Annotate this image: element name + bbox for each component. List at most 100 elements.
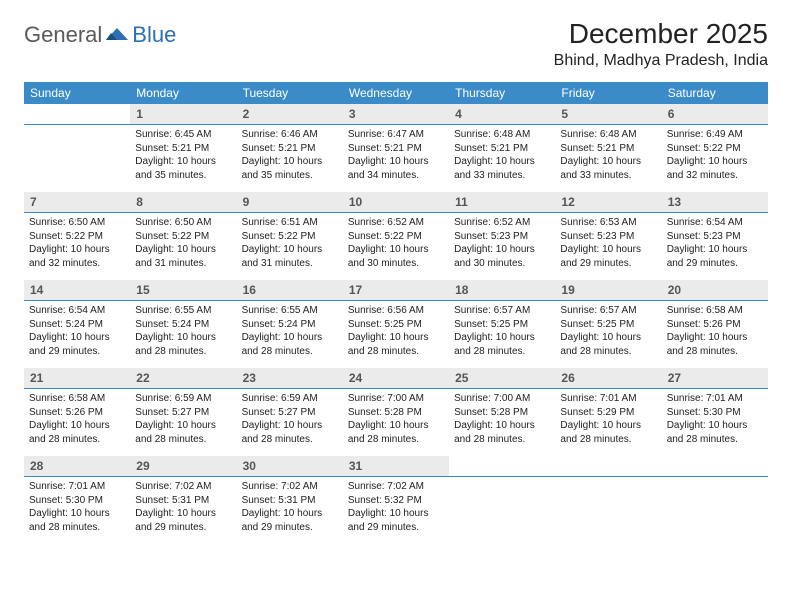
day-number: 10 <box>343 192 449 213</box>
day-line-d2: and 28 minutes. <box>29 433 125 447</box>
day-number-empty <box>449 456 555 477</box>
day-number: 13 <box>662 192 768 213</box>
day-number: 12 <box>555 192 661 213</box>
day-content: Sunrise: 6:57 AMSunset: 5:25 PMDaylight:… <box>555 301 661 364</box>
day-line-d2: and 28 minutes. <box>454 433 550 447</box>
day-line-ss: Sunset: 5:21 PM <box>242 142 338 156</box>
calendar-cell: 4Sunrise: 6:48 AMSunset: 5:21 PMDaylight… <box>449 104 555 192</box>
day-line-sr: Sunrise: 6:50 AM <box>29 216 125 230</box>
day-line-ss: Sunset: 5:21 PM <box>560 142 656 156</box>
day-line-sr: Sunrise: 6:57 AM <box>454 304 550 318</box>
calendar-cell: 8Sunrise: 6:50 AMSunset: 5:22 PMDaylight… <box>130 192 236 280</box>
calendar-cell: 13Sunrise: 6:54 AMSunset: 5:23 PMDayligh… <box>662 192 768 280</box>
day-line-ss: Sunset: 5:21 PM <box>454 142 550 156</box>
day-line-d2: and 33 minutes. <box>560 169 656 183</box>
calendar-row: 14Sunrise: 6:54 AMSunset: 5:24 PMDayligh… <box>24 280 768 368</box>
day-number: 18 <box>449 280 555 301</box>
day-line-ss: Sunset: 5:31 PM <box>242 494 338 508</box>
day-content: Sunrise: 6:54 AMSunset: 5:23 PMDaylight:… <box>662 213 768 276</box>
day-line-d1: Daylight: 10 hours <box>667 243 763 257</box>
day-line-d1: Daylight: 10 hours <box>348 155 444 169</box>
day-line-d1: Daylight: 10 hours <box>135 419 231 433</box>
day-line-ss: Sunset: 5:23 PM <box>454 230 550 244</box>
day-line-d1: Daylight: 10 hours <box>348 243 444 257</box>
calendar-row: 21Sunrise: 6:58 AMSunset: 5:26 PMDayligh… <box>24 368 768 456</box>
title-block: December 2025 Bhind, Madhya Pradesh, Ind… <box>554 18 768 70</box>
day-line-d2: and 31 minutes. <box>135 257 231 271</box>
day-line-ss: Sunset: 5:23 PM <box>560 230 656 244</box>
calendar-cell: 9Sunrise: 6:51 AMSunset: 5:22 PMDaylight… <box>237 192 343 280</box>
day-line-d2: and 28 minutes. <box>667 433 763 447</box>
day-number: 26 <box>555 368 661 389</box>
calendar-cell: 11Sunrise: 6:52 AMSunset: 5:23 PMDayligh… <box>449 192 555 280</box>
day-line-ss: Sunset: 5:28 PM <box>348 406 444 420</box>
day-line-d1: Daylight: 10 hours <box>667 155 763 169</box>
day-header-row: SundayMondayTuesdayWednesdayThursdayFrid… <box>24 82 768 104</box>
calendar-cell: 5Sunrise: 6:48 AMSunset: 5:21 PMDaylight… <box>555 104 661 192</box>
day-line-ss: Sunset: 5:22 PM <box>667 142 763 156</box>
day-line-d1: Daylight: 10 hours <box>454 243 550 257</box>
day-number: 19 <box>555 280 661 301</box>
calendar-cell: 12Sunrise: 6:53 AMSunset: 5:23 PMDayligh… <box>555 192 661 280</box>
day-content: Sunrise: 6:55 AMSunset: 5:24 PMDaylight:… <box>130 301 236 364</box>
flag-icon <box>106 26 128 44</box>
day-number: 17 <box>343 280 449 301</box>
day-line-d2: and 30 minutes. <box>454 257 550 271</box>
day-number: 25 <box>449 368 555 389</box>
day-number: 8 <box>130 192 236 213</box>
day-line-d2: and 33 minutes. <box>454 169 550 183</box>
day-line-d2: and 29 minutes. <box>560 257 656 271</box>
day-line-sr: Sunrise: 7:02 AM <box>242 480 338 494</box>
day-line-ss: Sunset: 5:24 PM <box>135 318 231 332</box>
day-header: Friday <box>555 82 661 104</box>
day-header: Wednesday <box>343 82 449 104</box>
calendar-head: SundayMondayTuesdayWednesdayThursdayFrid… <box>24 82 768 104</box>
day-line-d2: and 32 minutes. <box>667 169 763 183</box>
day-number: 1 <box>130 104 236 125</box>
day-line-d1: Daylight: 10 hours <box>454 419 550 433</box>
day-line-ss: Sunset: 5:24 PM <box>242 318 338 332</box>
day-line-ss: Sunset: 5:24 PM <box>29 318 125 332</box>
day-line-d1: Daylight: 10 hours <box>242 419 338 433</box>
calendar-cell: 6Sunrise: 6:49 AMSunset: 5:22 PMDaylight… <box>662 104 768 192</box>
day-content: Sunrise: 7:02 AMSunset: 5:31 PMDaylight:… <box>237 477 343 540</box>
day-line-d2: and 28 minutes. <box>348 345 444 359</box>
day-line-d1: Daylight: 10 hours <box>560 419 656 433</box>
day-line-sr: Sunrise: 6:59 AM <box>135 392 231 406</box>
day-line-d1: Daylight: 10 hours <box>560 243 656 257</box>
day-number: 9 <box>237 192 343 213</box>
day-line-d1: Daylight: 10 hours <box>560 331 656 345</box>
day-line-sr: Sunrise: 6:52 AM <box>454 216 550 230</box>
day-line-sr: Sunrise: 6:52 AM <box>348 216 444 230</box>
day-content: Sunrise: 6:54 AMSunset: 5:24 PMDaylight:… <box>24 301 130 364</box>
day-line-ss: Sunset: 5:30 PM <box>29 494 125 508</box>
day-line-d2: and 34 minutes. <box>348 169 444 183</box>
calendar-cell: 28Sunrise: 7:01 AMSunset: 5:30 PMDayligh… <box>24 456 130 544</box>
day-line-sr: Sunrise: 6:54 AM <box>667 216 763 230</box>
day-number: 3 <box>343 104 449 125</box>
calendar-cell: 31Sunrise: 7:02 AMSunset: 5:32 PMDayligh… <box>343 456 449 544</box>
day-number: 31 <box>343 456 449 477</box>
day-line-ss: Sunset: 5:26 PM <box>667 318 763 332</box>
day-content: Sunrise: 6:57 AMSunset: 5:25 PMDaylight:… <box>449 301 555 364</box>
calendar-cell: 22Sunrise: 6:59 AMSunset: 5:27 PMDayligh… <box>130 368 236 456</box>
calendar-row: 7Sunrise: 6:50 AMSunset: 5:22 PMDaylight… <box>24 192 768 280</box>
logo: General Blue <box>24 22 176 48</box>
day-line-sr: Sunrise: 7:02 AM <box>135 480 231 494</box>
calendar-page: General Blue December 2025 Bhind, Madhya… <box>0 0 792 612</box>
day-line-d2: and 32 minutes. <box>29 257 125 271</box>
day-number: 16 <box>237 280 343 301</box>
calendar-cell: 30Sunrise: 7:02 AMSunset: 5:31 PMDayligh… <box>237 456 343 544</box>
day-header: Thursday <box>449 82 555 104</box>
day-line-d2: and 31 minutes. <box>242 257 338 271</box>
day-content: Sunrise: 7:00 AMSunset: 5:28 PMDaylight:… <box>449 389 555 452</box>
day-number: 14 <box>24 280 130 301</box>
day-content: Sunrise: 6:45 AMSunset: 5:21 PMDaylight:… <box>130 125 236 188</box>
day-line-d2: and 28 minutes. <box>242 345 338 359</box>
day-line-d1: Daylight: 10 hours <box>29 419 125 433</box>
calendar-cell: 2Sunrise: 6:46 AMSunset: 5:21 PMDaylight… <box>237 104 343 192</box>
day-line-d1: Daylight: 10 hours <box>242 507 338 521</box>
calendar-cell: 3Sunrise: 6:47 AMSunset: 5:21 PMDaylight… <box>343 104 449 192</box>
calendar-cell-empty <box>24 104 130 192</box>
day-line-ss: Sunset: 5:32 PM <box>348 494 444 508</box>
